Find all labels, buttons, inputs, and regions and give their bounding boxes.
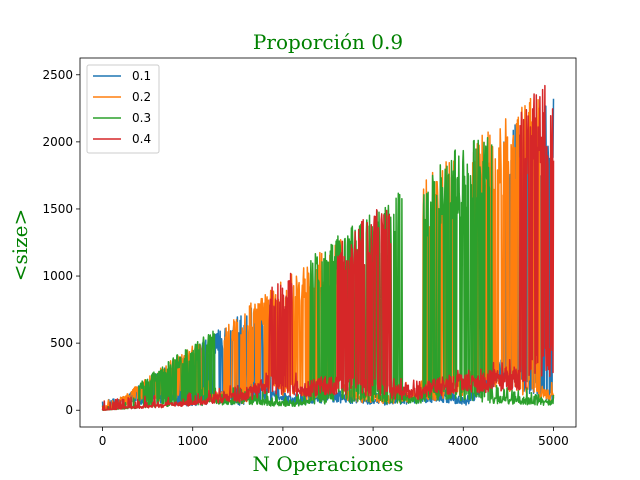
x-tick-label: 3000 [358, 434, 389, 448]
y-tick-label: 0 [65, 403, 73, 417]
x-tick-label: 0 [99, 434, 107, 448]
series-line-0-3 [101, 136, 555, 411]
series-layer [101, 84, 555, 411]
legend-label: 0.4 [132, 132, 151, 146]
legend-box [86, 64, 160, 154]
x-axis-label: N Operaciones [253, 452, 404, 476]
y-tick-label: 500 [50, 336, 73, 350]
y-axis-label: <size> [8, 209, 32, 282]
legend-entries: 0.1 0.2 0.3 0.4 [93, 69, 151, 146]
y-tick-label: 1000 [42, 269, 73, 283]
chart-title: Proporción 0.9 [253, 30, 403, 54]
x-tick-label: 2000 [268, 434, 299, 448]
y-tick-label: 1500 [42, 202, 73, 216]
legend-label: 0.3 [132, 111, 151, 125]
x-axis-ticks: 0 1000 2000 3000 4000 5000 [99, 427, 569, 448]
axes-frame [79, 57, 577, 428]
y-tick-label: 2500 [42, 68, 73, 82]
x-tick-label: 1000 [177, 434, 208, 448]
y-axis-ticks: 0 500 1000 1500 2000 2500 [42, 68, 80, 417]
legend-label: 0.1 [132, 69, 151, 83]
x-tick-label: 4000 [448, 434, 479, 448]
series-line-0-4 [101, 84, 555, 411]
x-tick-label: 5000 [538, 434, 569, 448]
legend: 0.1 0.2 0.3 0.4 [86, 64, 160, 154]
legend-label: 0.2 [132, 90, 151, 104]
y-tick-label: 2000 [42, 135, 73, 149]
